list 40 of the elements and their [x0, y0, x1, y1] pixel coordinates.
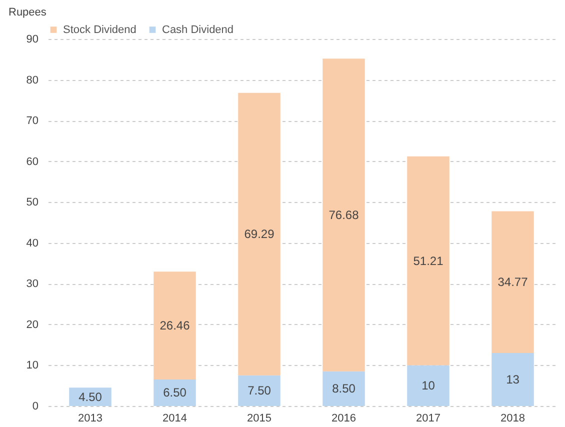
legend-label: Stock Dividend — [63, 24, 136, 36]
x-tick-label: 2018 — [500, 412, 525, 424]
x-tick-label: 2013 — [78, 412, 102, 424]
data-label: 26.46 — [160, 318, 190, 333]
y-tick-label: 60 — [26, 156, 38, 168]
y-tick-label: 30 — [26, 278, 38, 290]
bar — [492, 352, 534, 406]
y-tick-label: 20 — [26, 318, 38, 331]
bar — [492, 211, 534, 353]
bar — [154, 272, 196, 380]
data-label: 51.21 — [413, 254, 444, 268]
x-tick-label: 2014 — [162, 412, 187, 424]
bar — [238, 92, 280, 376]
bar — [154, 379, 196, 406]
data-label: 6.50 — [163, 386, 187, 400]
data-label: 7.50 — [248, 384, 272, 398]
data-label: 8.50 — [332, 382, 356, 396]
x-tick-label: 2016 — [332, 412, 356, 424]
y-axis-title: Rupees — [8, 6, 47, 18]
data-label: 13 — [506, 372, 520, 386]
data-label: 34.77 — [498, 275, 528, 290]
data-label: 10 — [422, 378, 436, 393]
y-tick-label: 40 — [26, 237, 38, 250]
y-tick-label: 90 — [26, 34, 38, 46]
legend-label: Cash Dividend — [162, 24, 234, 36]
data-label: 69.29 — [244, 227, 275, 242]
bar — [322, 371, 365, 406]
bar — [238, 375, 280, 406]
y-tick-label: 80 — [26, 74, 38, 86]
bar — [407, 365, 450, 406]
x-tick-label: 2015 — [247, 412, 272, 424]
data-label: 4.50 — [78, 390, 102, 404]
bar — [322, 58, 365, 372]
y-tick-label: 70 — [26, 115, 38, 128]
data-label: 76.68 — [328, 208, 360, 222]
x-tick-label: 2017 — [416, 412, 440, 424]
y-tick-label: 10 — [26, 360, 38, 372]
y-tick-label: 50 — [26, 196, 38, 209]
y-tick-label: 0 — [32, 400, 38, 412]
bar — [407, 156, 450, 366]
